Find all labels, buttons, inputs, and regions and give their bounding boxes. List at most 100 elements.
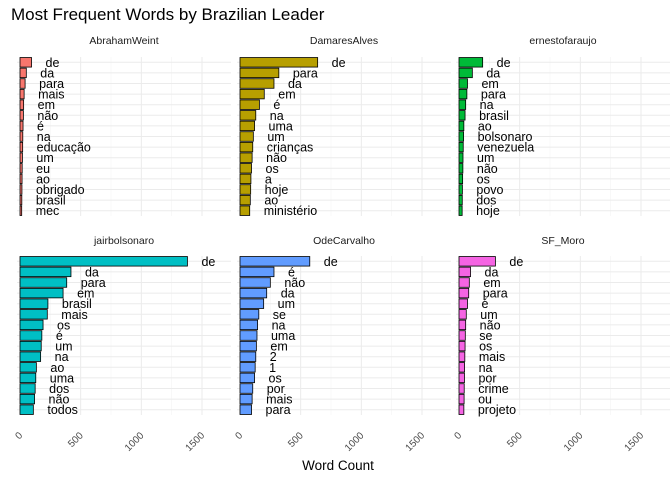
bar-word-label: a <box>265 172 272 186</box>
facet-panel-AbrahamWeint: AbrahamWeint dedaparamaisemnãoénaeducação… <box>17 35 231 218</box>
bar-OdeCarvalho-2 <box>239 277 271 288</box>
bar-ernestofaraujo-12 <box>458 184 463 195</box>
bar-SF_Moro-2 <box>458 277 470 288</box>
bar-OdeCarvalho-1 <box>239 266 275 278</box>
bar-AbrahamWeint-0 <box>19 57 32 68</box>
bar-word-label: educação <box>37 141 91 155</box>
bar-ernestofaraujo-8 <box>458 141 464 153</box>
bar-DamaresAlves-14 <box>239 205 251 216</box>
bar-word-label: povo <box>476 183 503 197</box>
bar-word-label: um <box>36 151 53 165</box>
bar-jairbolsonaro-1 <box>19 266 72 278</box>
bar-jairbolsonaro-14 <box>19 404 34 415</box>
bar-jairbolsonaro-10 <box>19 362 37 373</box>
bar-word-label: crime <box>478 382 509 396</box>
bar-word-label: brasil <box>479 109 509 123</box>
bar-word-label: é <box>56 329 63 343</box>
bar-word-label: ao <box>264 194 278 208</box>
bar-OdeCarvalho-7 <box>239 330 258 341</box>
bar-word-label: hoje <box>265 183 289 197</box>
bar-OdeCarvalho-8 <box>239 340 257 352</box>
bar-word-label: por <box>267 382 285 396</box>
bar-DamaresAlves-11 <box>239 173 252 185</box>
bar-AbrahamWeint-13 <box>19 194 23 206</box>
bar-word-label: brasil <box>36 194 66 208</box>
bar-word-label: mec <box>36 204 60 218</box>
bar-word-label: eu <box>36 162 50 176</box>
bar-jairbolsonaro-5 <box>19 309 48 320</box>
bar-word-label: dos <box>49 382 69 396</box>
bar-word-label: em <box>270 340 287 354</box>
bar-word-label: para <box>266 403 291 417</box>
facet-label: jairbolsonaro <box>93 235 154 247</box>
bar-word-label: não <box>480 318 501 332</box>
bar-OdeCarvalho-0 <box>239 256 311 267</box>
bar-ernestofaraujo-10 <box>458 163 464 174</box>
bar-ernestofaraujo-14 <box>458 205 463 216</box>
bar-jairbolsonaro-13 <box>19 393 35 405</box>
bar-SF_Moro-3 <box>458 287 470 299</box>
bar-OdeCarvalho-13 <box>239 393 253 405</box>
bar-word-label: para <box>293 66 318 80</box>
bar-word-label: os <box>57 318 70 332</box>
bar-word-label: um <box>480 308 497 322</box>
bar-DamaresAlves-8 <box>239 141 254 153</box>
bar-word-label: da <box>85 265 99 279</box>
bar-word-label: crianças <box>267 141 314 155</box>
bar-word-label: de <box>497 56 511 70</box>
bar-SF_Moro-4 <box>458 298 468 309</box>
bar-word-label: uma <box>50 371 74 385</box>
bar-word-label: brasil <box>62 297 92 311</box>
facet-label: SF_Moro <box>541 235 584 247</box>
bar-word-label: em <box>278 88 295 102</box>
bar-word-label: 1 <box>269 361 276 375</box>
bar-AbrahamWeint-1 <box>19 67 27 79</box>
bar-SF_Moro-9 <box>458 351 466 362</box>
facet-panel-OdeCarvalho: OdeCarvalho de énãodaumsenaumaem21ospormai… <box>233 235 451 454</box>
bar-ernestofaraujo-11 <box>458 173 464 185</box>
bar-DamaresAlves-7 <box>239 131 254 142</box>
bar-word-label: para <box>81 276 106 290</box>
bar-word-label: da <box>288 77 302 91</box>
bar-SF_Moro-11 <box>458 372 465 384</box>
bar-SF_Moro-14 <box>458 404 465 415</box>
bar-AbrahamWeint-8 <box>19 141 24 153</box>
bar-word-label: na <box>55 350 69 364</box>
bar-word-label: todos <box>47 403 78 417</box>
bar-word-label: é <box>37 119 44 133</box>
bar-word-label: obrigado <box>36 183 85 197</box>
bar-word-label: mais <box>266 393 292 407</box>
x-tick-label: 0 <box>452 430 464 442</box>
bar-word-label: da <box>485 265 499 279</box>
bar-SF_Moro-10 <box>458 362 465 373</box>
facet-label: DamaresAlves <box>310 35 378 47</box>
bar-word-label: é <box>481 297 488 311</box>
bar-DamaresAlves-2 <box>239 78 275 89</box>
bar-word-label: uma <box>271 329 295 343</box>
bar-word-label: não <box>49 393 70 407</box>
bar-jairbolsonaro-12 <box>19 383 36 394</box>
bar-jairbolsonaro-6 <box>19 319 44 331</box>
bar-word-label: ao <box>478 119 492 133</box>
bar-word-label: venezuela <box>477 141 534 155</box>
bar-jairbolsonaro-0 <box>19 256 188 267</box>
x-tick-label: 1000 <box>562 430 586 454</box>
bar-word-label: uma <box>269 119 293 133</box>
bar-word-label: para <box>483 287 508 301</box>
bar-word-label: para <box>39 77 64 91</box>
bar-DamaresAlves-0 <box>239 57 319 68</box>
bar-word-label: mais <box>38 88 64 102</box>
bar-word-label: na <box>270 109 284 123</box>
bar-ernestofaraujo-5 <box>458 110 466 121</box>
bar-word-label: não <box>37 109 58 123</box>
bar-DamaresAlves-4 <box>239 99 260 110</box>
bar-word-label: não <box>284 276 305 290</box>
bar-word-label: é <box>288 265 295 279</box>
x-tick-label: 1500 <box>404 430 428 454</box>
bar-word-label: da <box>281 287 295 301</box>
bar-DamaresAlves-9 <box>239 152 253 163</box>
bar-word-label: não <box>477 162 498 176</box>
bar-ernestofaraujo-4 <box>458 99 467 110</box>
bar-ernestofaraujo-3 <box>458 88 468 100</box>
